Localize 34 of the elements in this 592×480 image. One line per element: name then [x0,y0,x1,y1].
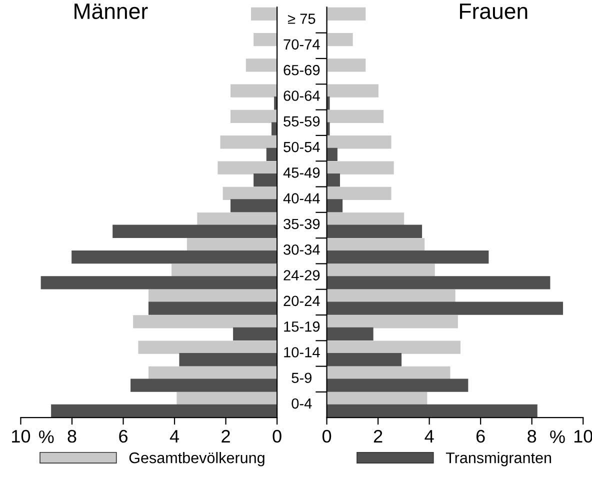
y-tick-label: 50-54 [284,142,320,152]
legend-label: Transmigranten [446,452,552,466]
y-tick-label: 45-49 [283,168,320,178]
y-tick-label: 20-24 [284,296,320,306]
y-tick-label: 15-19 [284,321,320,332]
y-tick-label: 55-59 [284,116,320,127]
x-tick-label: 4 [170,430,180,442]
x-tick-label: 0 [272,430,282,443]
y-tick-label: 0-4 [292,398,312,409]
x-axis-title: % [38,430,54,444]
x-tick-label: 8 [68,430,76,443]
y-tick-label: 30-34 [284,244,320,255]
x-tick-label: 4 [424,430,434,442]
y-tick-label: 60-64 [284,90,320,101]
y-tick-label: 70-74 [284,39,320,50]
y-tick-label: 5-9 [292,372,312,384]
x-tick-label: 10 [12,430,30,443]
x-tick-label: 0 [322,430,332,443]
y-tick-label: 40-44 [283,193,320,204]
x-axis-title: % [550,430,565,444]
chart-title: Frauen [460,4,528,20]
x-tick-label: 10 [574,430,592,443]
chart-title: Männer [74,4,148,20]
y-tick-label: 65-69 [284,64,320,76]
y-tick-label: 35-39 [284,218,320,230]
x-tick-label: 6 [476,430,485,443]
x-tick-label: 6 [119,430,128,443]
x-tick-label: 2 [222,430,230,442]
y-tick-label: 10-14 [284,347,320,358]
legend-label: Gesamtbevölkerung [129,452,264,466]
y-tick-label: ≥ 75 [288,14,316,24]
x-tick-label: 8 [528,430,536,443]
x-tick-label: 2 [374,430,382,442]
y-tick-label: 24-29 [284,270,320,280]
